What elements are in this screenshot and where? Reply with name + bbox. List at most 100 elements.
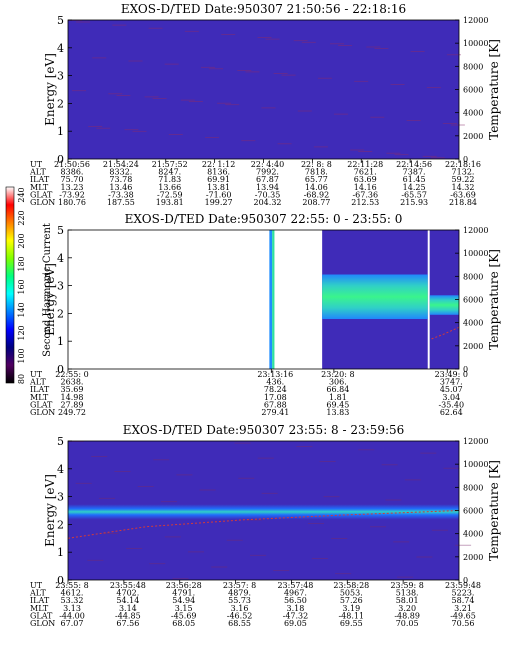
- heatmap-texture: [338, 45, 353, 46]
- orbit-cell: 23:57: 8: [223, 581, 256, 590]
- orbit-row-label: GLAT: [30, 400, 53, 409]
- panel-2: EXOS-D/TED Date:950307 22:55: 0 - 23:55:…: [29, 212, 501, 417]
- orbit-row-label: ILAT: [30, 385, 50, 394]
- orbit-row-label: UT: [30, 581, 43, 590]
- heatmap-texture: [75, 482, 92, 484]
- heatmap-texture: [172, 578, 189, 580]
- orbit-cell: 212.53: [351, 198, 379, 207]
- orbit-cell: 3.15: [175, 604, 193, 613]
- orbit-cell: 7132.: [452, 168, 475, 177]
- orbit-cell: 180.76: [58, 198, 86, 207]
- heatmap-texture: [201, 66, 215, 68]
- energy-tick-label: 5: [57, 14, 64, 27]
- temperature-tick-label: 12000: [463, 226, 488, 235]
- orbit-cell: 279.41: [261, 408, 289, 417]
- colorbar-label: Second Harmonic Current: [42, 223, 53, 357]
- heatmap-texture: [153, 459, 170, 461]
- orbit-cell: 22:14:56: [396, 160, 432, 169]
- orbit-cell: 58.74: [452, 596, 475, 605]
- orbit-cell: 13.66: [158, 183, 181, 192]
- heatmap-texture: [152, 98, 167, 99]
- orbit-cell: 71.83: [158, 175, 181, 184]
- orbit-cell: 61.45: [403, 175, 426, 184]
- orbit-row-label: ALT: [29, 378, 46, 387]
- orbit-cell: 4879.: [228, 589, 251, 598]
- orbit-cell: -48.11: [338, 611, 364, 620]
- heatmap-texture: [308, 523, 324, 524]
- temperature-axis-label: Temperature [K]: [487, 249, 501, 350]
- heatmap-texture: [209, 68, 224, 70]
- orbit-cell: 68.05: [172, 619, 195, 628]
- heatmap-texture: [91, 456, 108, 457]
- orbit-cell: -49.65: [450, 611, 476, 620]
- orbit-cell: 3.20: [398, 604, 416, 613]
- orbit-cell: -47.32: [283, 611, 309, 620]
- heatmap-texture: [370, 116, 385, 118]
- heatmap-texture: [397, 576, 414, 578]
- orbit-cell: 70.05: [396, 619, 419, 628]
- heatmap-texture: [99, 497, 115, 499]
- orbit-cell: -35.40: [438, 400, 464, 409]
- orbit-row-label: GLON: [30, 408, 55, 417]
- heatmap-texture: [335, 573, 352, 575]
- orbit-cell: 68.55: [228, 619, 251, 628]
- orbit-cell: 22: 1:12: [202, 160, 235, 169]
- heatmap-texture: [446, 54, 461, 56]
- heatmap-texture: [96, 127, 111, 129]
- orbit-cell: -63.69: [450, 190, 476, 199]
- orbit-cell: 56.50: [284, 596, 307, 605]
- orbit-cell: 22:11:28: [347, 160, 383, 169]
- heatmap-texture: [358, 151, 373, 152]
- orbit-cell: -45.69: [171, 611, 197, 620]
- orbit-cell: 78.24: [264, 385, 287, 394]
- heatmap-texture: [358, 449, 375, 451]
- colorbar-bar: [5, 186, 15, 384]
- orbit-cell: 3.13: [63, 604, 81, 613]
- heatmap-texture: [301, 41, 316, 43]
- temperature-tick-label: 10000: [463, 460, 488, 469]
- heatmap-texture: [370, 526, 386, 528]
- energy-tick-label: 3: [57, 70, 64, 83]
- heatmap-texture: [416, 556, 433, 558]
- heatmap-texture: [160, 501, 177, 503]
- orbit-row-label: UT: [30, 160, 43, 169]
- temperature-tick-label: 6000: [463, 296, 483, 305]
- heatmap-texture: [92, 57, 107, 59]
- energy-tick-label: 2: [57, 307, 64, 320]
- heatmap-texture: [205, 137, 220, 138]
- orbit-cell: 3.21: [454, 604, 472, 613]
- heatmap-texture: [211, 566, 228, 568]
- heatmap-texture: [241, 140, 256, 142]
- orbit-cell: 63.69: [354, 175, 377, 184]
- heatmap-texture: [180, 99, 195, 101]
- orbit-cell: 23:55:48: [110, 581, 146, 590]
- orbit-row-label: GLON: [30, 198, 55, 207]
- orbit-row-label: ALT: [29, 589, 46, 598]
- heatmap-texture: [422, 155, 437, 157]
- energy-tick-label: 2: [57, 518, 64, 531]
- heatmap-texture: [410, 51, 425, 52]
- temperature-tick-label: 4000: [463, 109, 483, 118]
- temperature-tick-label: 6000: [463, 507, 483, 516]
- orbit-cell: 5223.: [452, 589, 475, 598]
- temperature-tick-label: 12000: [463, 16, 488, 25]
- orbit-cell: 3.18: [287, 604, 305, 613]
- colorbar-tick-label: 220: [17, 210, 26, 225]
- orbit-cell: -73.38: [108, 190, 134, 199]
- temperature-tick-label: 8000: [463, 62, 483, 71]
- orbit-cell: 22: 4:40: [251, 160, 284, 169]
- orbit-cell: 17.08: [264, 393, 287, 402]
- heatmap-texture: [331, 538, 348, 539]
- heatmap-texture: [168, 134, 183, 135]
- orbit-cell: 4702.: [116, 589, 139, 598]
- orbit-cell: 187.55: [107, 198, 135, 207]
- orbit-cell: 23:49: 0: [435, 370, 468, 379]
- temperature-tick-label: 0: [463, 155, 468, 164]
- orbit-cell: 67.87: [256, 175, 279, 184]
- heatmap-texture: [257, 457, 274, 459]
- heatmap-texture: [76, 21, 91, 23]
- panel-title: EXOS-D/TED Date:950307 22:55: 0 - 23:55:…: [125, 212, 403, 226]
- energy-tick-label: 5: [57, 435, 64, 448]
- heatmap-texture: [442, 123, 457, 124]
